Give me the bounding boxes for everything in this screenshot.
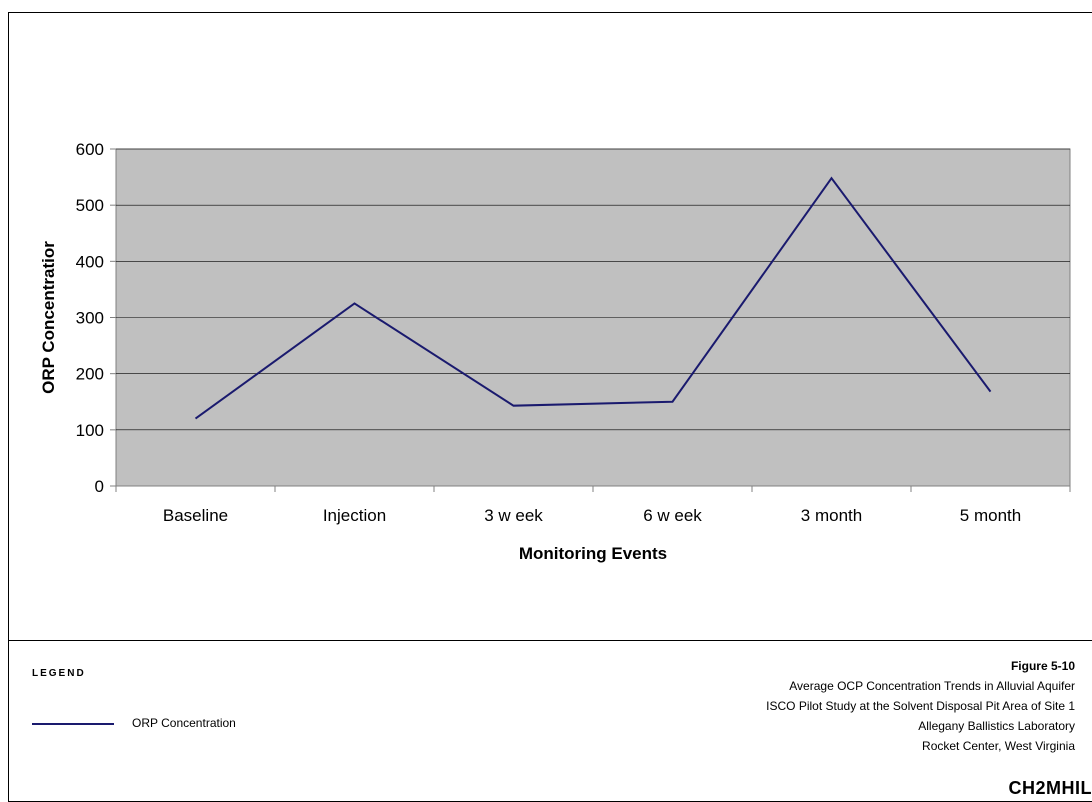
y-tick-label-0: 0 (95, 477, 104, 496)
figure-title-block: Figure 5-10 Average OCP Concentration Tr… (766, 656, 1075, 756)
x-axis-title: Monitoring Events (519, 544, 667, 563)
x-tick-label-4: 3 month (801, 506, 862, 525)
figure-title-line-3: Allegany Ballistics Laboratory (766, 716, 1075, 736)
y-tick-label-500: 500 (76, 196, 104, 215)
legend-heading: LEGEND (32, 668, 86, 679)
x-tick-label-2: 3 w eek (484, 506, 543, 525)
orp-line-chart: 0 100 200 300 400 500 600 Baseline Injection 3 w… (0, 0, 1092, 640)
y-tick-label-200: 200 (76, 365, 104, 384)
y-tick-label-400: 400 (76, 252, 104, 271)
x-tick-label-0: Baseline (163, 506, 228, 525)
footer-divider (8, 640, 1092, 641)
x-axis-ticks: Baseline Injection 3 w eek 6 w eek 3 month 5 … (116, 486, 1070, 525)
legend-line-swatch (32, 723, 114, 725)
y-axis-title: ORP Concentratior (39, 241, 58, 394)
y-tick-label-300: 300 (76, 309, 104, 328)
x-tick-label-5: 5 month (960, 506, 1021, 525)
x-tick-label-3: 6 w eek (643, 506, 702, 525)
figure-number: Figure 5-10 (766, 656, 1075, 676)
figure-title-line-2: ISCO Pilot Study at the Solvent Disposal… (766, 696, 1075, 716)
figure-title-line-4: Rocket Center, West Virginia (766, 736, 1075, 756)
figure-title-line-1: Average OCP Concentration Trends in Allu… (766, 676, 1075, 696)
y-axis-ticks: 0 100 200 300 400 500 600 (76, 140, 116, 496)
x-tick-label-1: Injection (323, 506, 386, 525)
y-tick-label-600: 600 (76, 140, 104, 159)
y-tick-label-100: 100 (76, 421, 104, 440)
company-logo: CH2MHIL (1009, 778, 1092, 798)
legend-item-label: ORP Concentration (132, 716, 236, 730)
